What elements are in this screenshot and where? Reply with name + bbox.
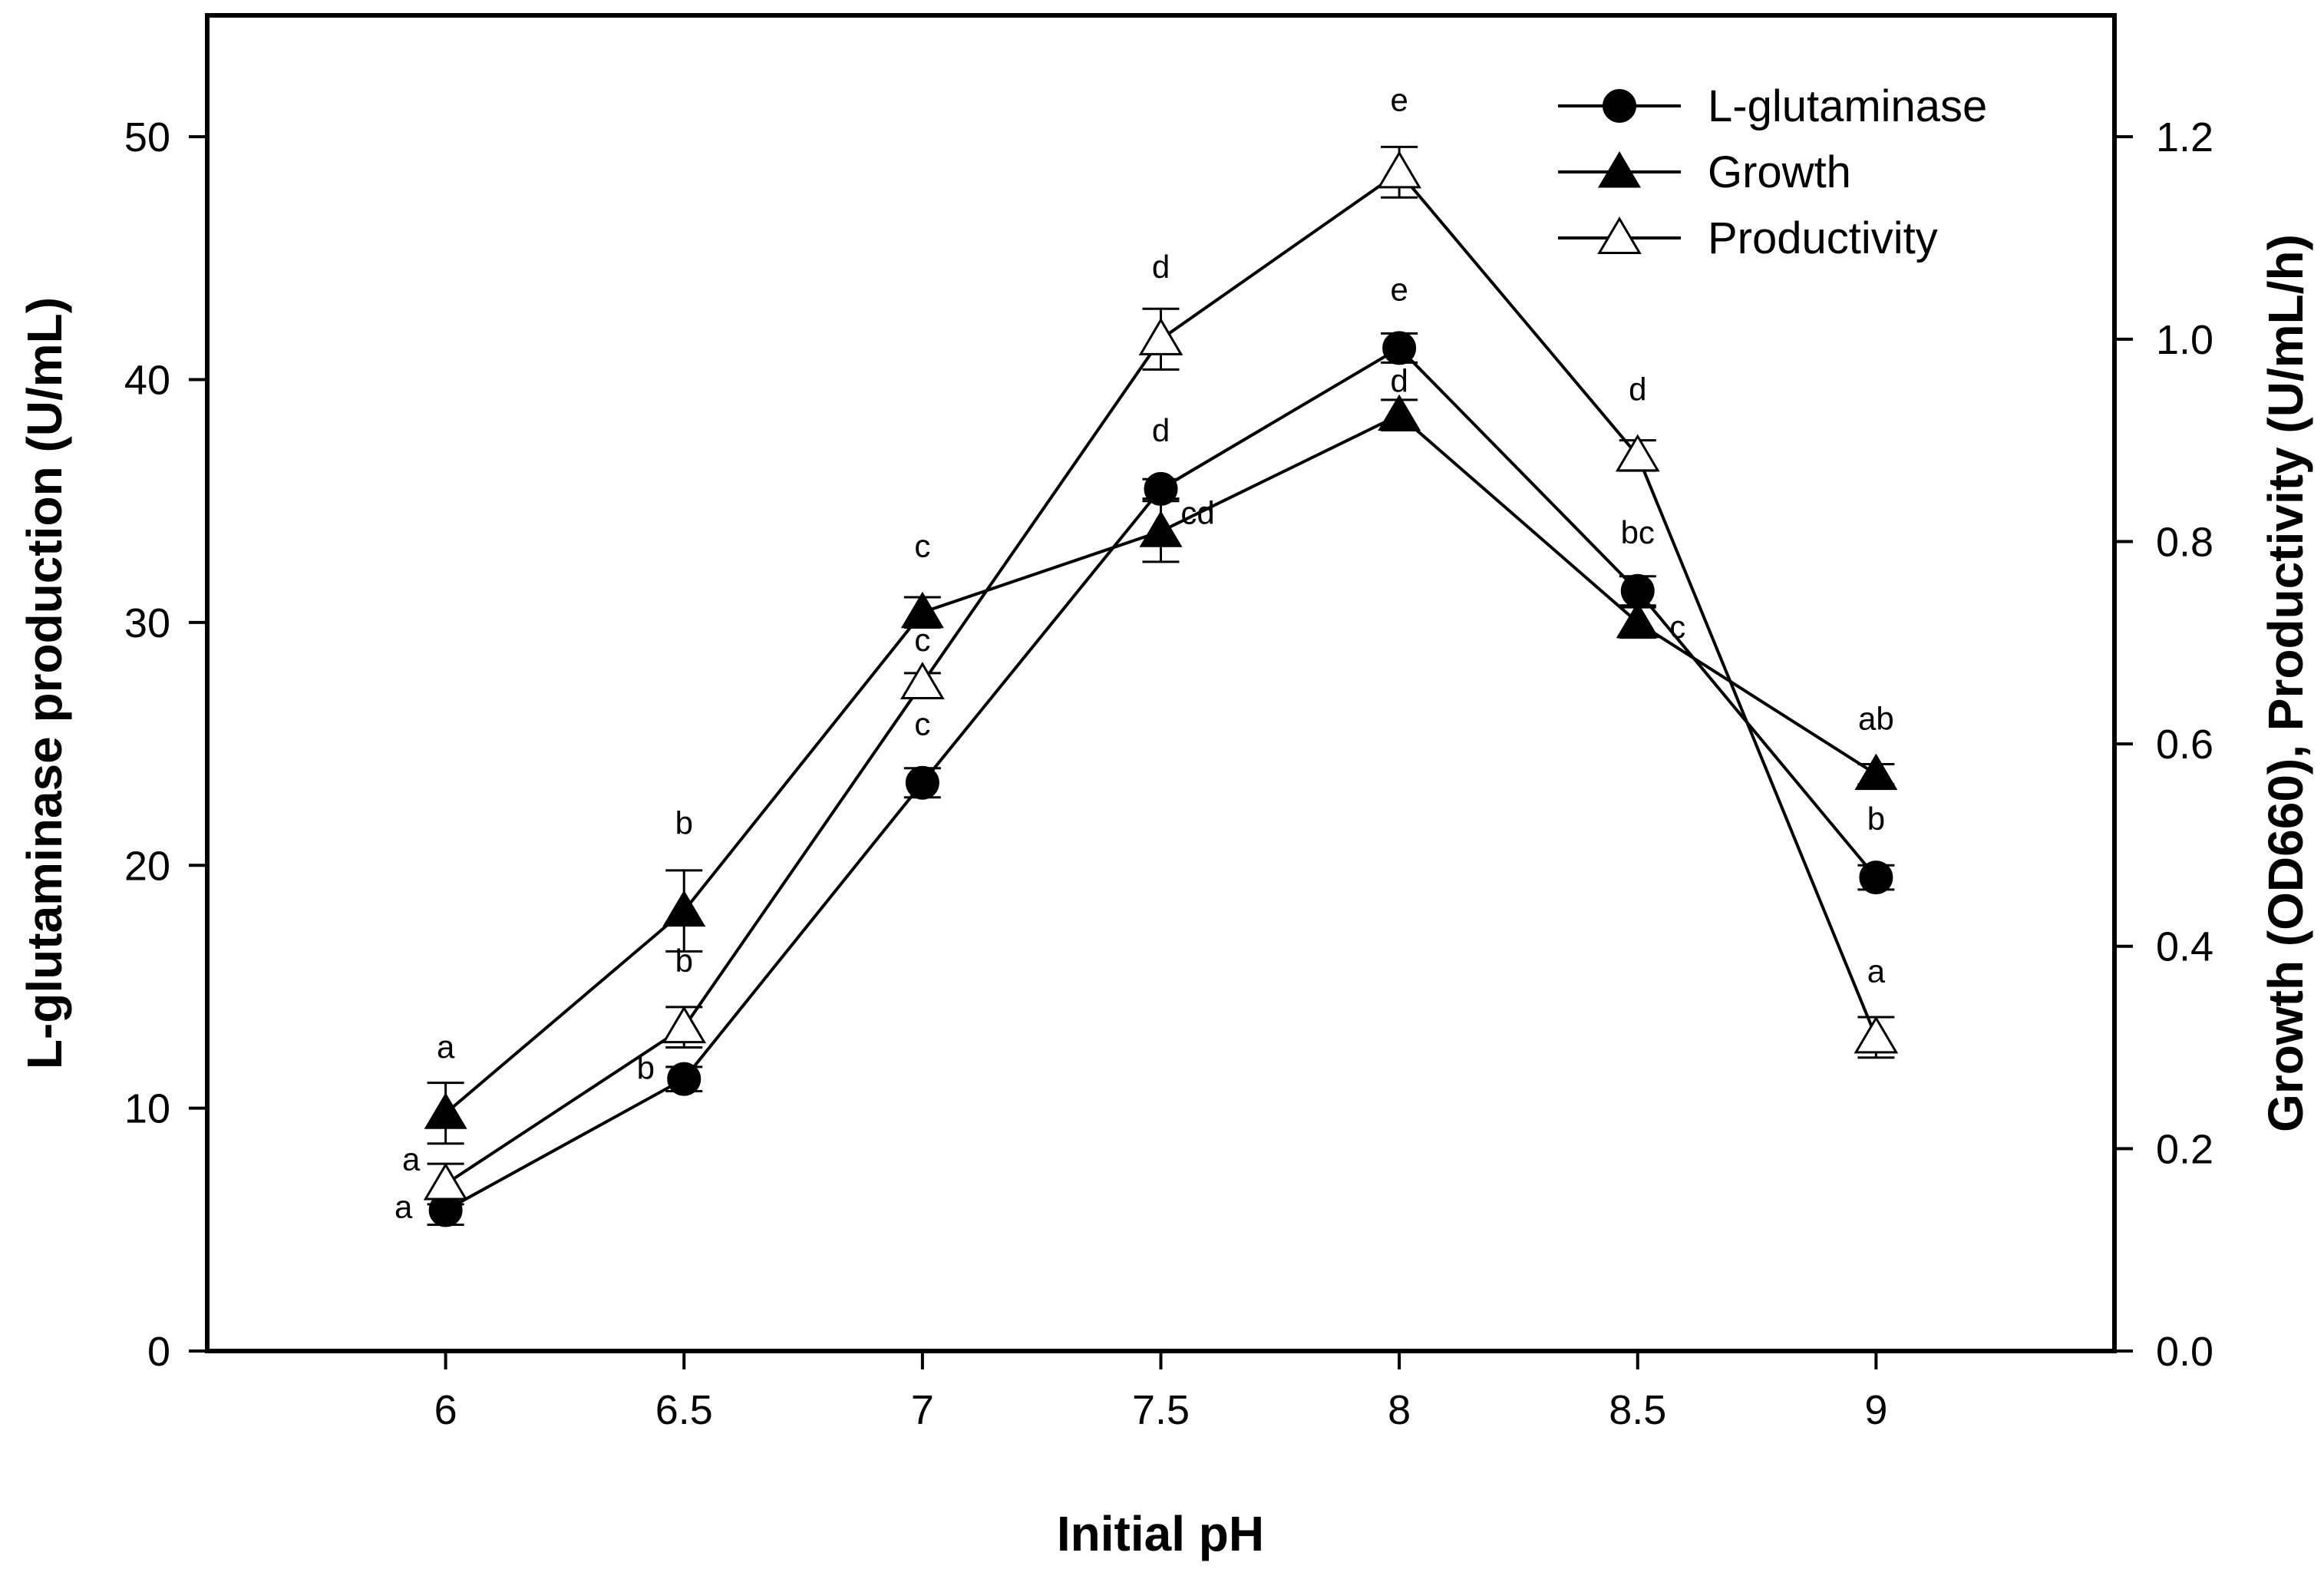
x-tick-label: 8 bbox=[1388, 1387, 1411, 1433]
glutaminase-point bbox=[1859, 861, 1893, 895]
right-axis-title: Growth (OD660), Productivity (U/mL/h) bbox=[2258, 234, 2313, 1132]
growth-point bbox=[1378, 394, 1421, 431]
legend-label-glutaminase: L-glutaminase bbox=[1708, 81, 1987, 131]
x-tick-label: 8.5 bbox=[1609, 1387, 1666, 1433]
growth-significance-label: d bbox=[1390, 363, 1408, 399]
right-tick-label: 0.2 bbox=[2156, 1126, 2213, 1172]
productivity-significance-label: e bbox=[1390, 81, 1408, 117]
left-tick-label: 0 bbox=[147, 1329, 170, 1375]
productivity-point bbox=[1615, 434, 1660, 472]
growth-significance-label: c bbox=[1669, 609, 1685, 645]
growth-point bbox=[900, 591, 944, 629]
right-tick-label: 0.4 bbox=[2156, 924, 2213, 970]
glutaminase-point bbox=[667, 1062, 701, 1096]
left-tick-label: 50 bbox=[124, 114, 170, 160]
x-tick-label: 7 bbox=[911, 1387, 934, 1433]
glutaminase-significance-label: a bbox=[394, 1189, 413, 1225]
growth-significance-label: ab bbox=[1858, 701, 1894, 737]
left-tick-label: 10 bbox=[124, 1086, 170, 1132]
productivity-significance-label: a bbox=[1867, 953, 1886, 989]
productivity-significance-label: c bbox=[914, 622, 930, 658]
productivity-significance-label: d bbox=[1152, 249, 1170, 285]
x-tick-label: 6 bbox=[434, 1387, 457, 1433]
right-tick-label: 0.6 bbox=[2156, 722, 2213, 768]
x-tick-label: 7.5 bbox=[1132, 1387, 1190, 1433]
left-tick-label: 30 bbox=[124, 600, 170, 646]
glutaminase-significance-label: e bbox=[1390, 271, 1408, 307]
chart-marks: 6 6.5 7 7.5 8 8.5 9 0 10 20 30 40 50 0.0 0.2 0.4 0.6 0.8 1… bbox=[124, 81, 2213, 1433]
legend-label-productivity: Productivity bbox=[1708, 213, 1938, 263]
left-tick-label: 40 bbox=[124, 358, 170, 404]
x-tick-label: 9 bbox=[1864, 1387, 1887, 1433]
productivity-point bbox=[900, 662, 945, 699]
growth-significance-label: c bbox=[914, 528, 930, 564]
legend: L-glutaminase Growth Productivity bbox=[1558, 81, 1987, 263]
productivity-point bbox=[662, 1006, 707, 1044]
right-tick-label: 1.2 bbox=[2156, 114, 2213, 160]
right-tick-label: 0.8 bbox=[2156, 519, 2213, 565]
productivity-point bbox=[1854, 1016, 1899, 1054]
x-axis-title: Initial pH bbox=[1057, 1506, 1264, 1561]
glutaminase-point bbox=[905, 765, 939, 800]
growth-point bbox=[1854, 753, 1898, 791]
growth-point bbox=[424, 1092, 467, 1129]
legend-label-growth: Growth bbox=[1708, 147, 1851, 197]
legend-marker-glutaminase bbox=[1603, 89, 1636, 123]
glutaminase-significance-label: bc bbox=[1621, 514, 1655, 550]
growth-significance-label: a bbox=[437, 1029, 455, 1065]
left-axis-title: L-glutaminase production (U/mL) bbox=[17, 297, 72, 1069]
productivity-point bbox=[1377, 150, 1422, 189]
productivity-point bbox=[1138, 317, 1183, 355]
growth-point bbox=[1616, 601, 1659, 639]
legend-marker-productivity bbox=[1597, 216, 1642, 254]
growth-significance-label: b bbox=[675, 805, 693, 841]
growth-point bbox=[1139, 510, 1183, 547]
productivity-significance-label: d bbox=[1629, 371, 1646, 407]
legend-marker-growth bbox=[1597, 151, 1642, 188]
glutaminase-significance-label: b bbox=[1867, 801, 1885, 837]
glutaminase-significance-label: d bbox=[1152, 412, 1170, 448]
right-tick-label: 0.0 bbox=[2156, 1329, 2213, 1375]
glutaminase-point bbox=[1382, 331, 1417, 365]
left-tick-label: 20 bbox=[124, 843, 170, 889]
right-tick-label: 1.0 bbox=[2156, 317, 2213, 363]
growth-significance-label: cd bbox=[1180, 494, 1214, 530]
productivity-significance-label: b bbox=[675, 943, 693, 979]
productivity-significance-label: a bbox=[402, 1141, 421, 1178]
productivity-point bbox=[423, 1162, 468, 1201]
growth-point bbox=[662, 890, 706, 927]
x-tick-label: 6.5 bbox=[655, 1387, 713, 1433]
glutaminase-significance-label: c bbox=[914, 706, 930, 742]
glutaminase-significance-label: b bbox=[637, 1050, 655, 1086]
